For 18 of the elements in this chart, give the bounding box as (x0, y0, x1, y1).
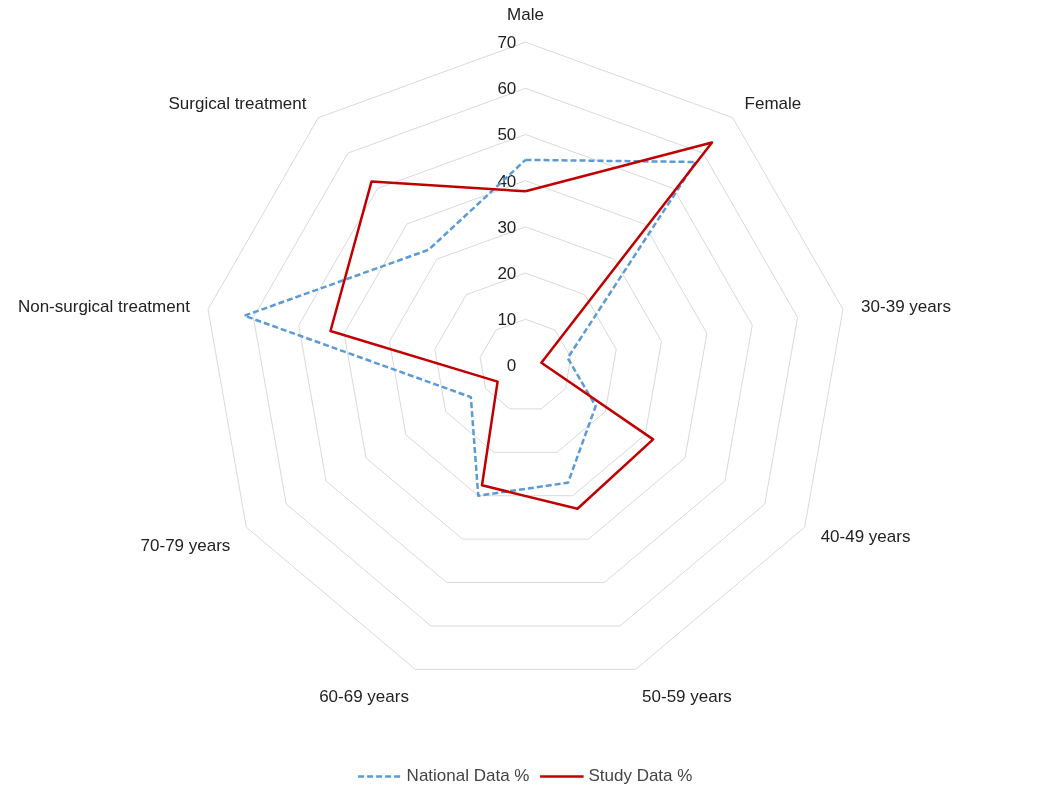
y-tick-label: 70 (497, 33, 517, 53)
spoke-label: 60-69 years (319, 686, 409, 706)
y-tick-label: 60 (497, 79, 517, 99)
spoke-label: 70-79 years (140, 536, 231, 556)
spoke-label: 40-49 years (820, 526, 911, 546)
spoke-label: Non-surgical treatment (17, 296, 191, 316)
spoke-label: Surgical treatment (168, 94, 307, 114)
legend-label: Study Data % (588, 766, 693, 786)
spoke-label: Male (507, 4, 544, 24)
y-tick-label: 50 (497, 125, 517, 145)
y-tick-label: 10 (497, 310, 517, 330)
spoke-label: 50-59 years (642, 686, 732, 706)
spoke-label: 30-39 years (861, 296, 951, 316)
spoke-label: Female (744, 94, 802, 114)
y-tick-label: 20 (497, 264, 517, 284)
legend-label: National Data % (406, 766, 530, 786)
y-tick-label: 0 (506, 356, 517, 376)
y-tick-label: 30 (497, 217, 517, 237)
